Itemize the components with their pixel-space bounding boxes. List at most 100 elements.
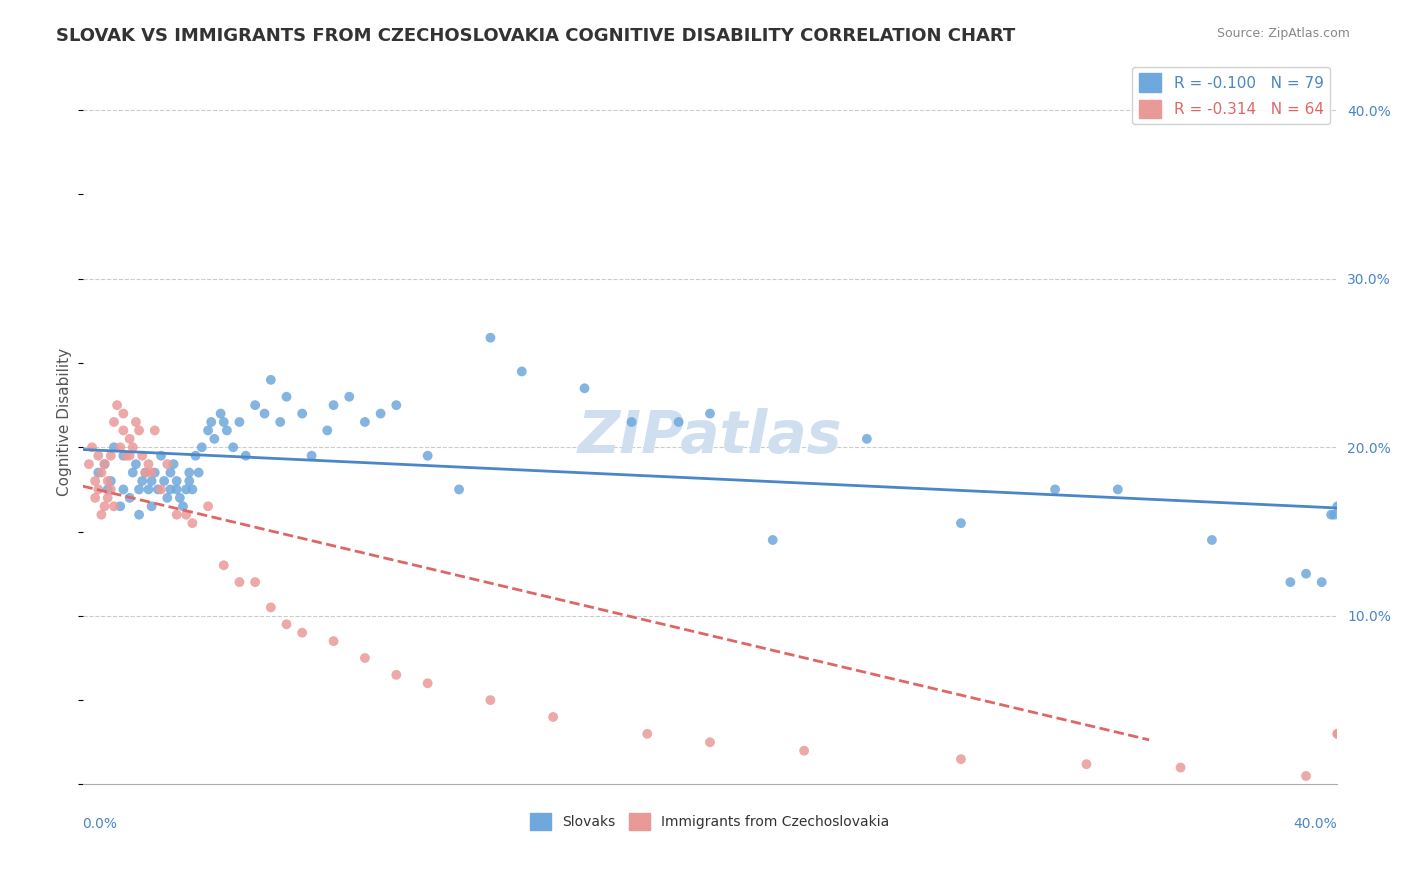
- Point: [276, 390, 298, 404]
- Point: [159, 483, 181, 497]
- Point: [115, 449, 138, 463]
- Text: Source: ZipAtlas.com: Source: ZipAtlas.com: [1216, 27, 1350, 40]
- Point: [1279, 575, 1302, 590]
- Point: [479, 693, 502, 707]
- Point: [793, 744, 815, 758]
- Point: [97, 491, 120, 505]
- Point: [385, 668, 408, 682]
- Point: [138, 483, 160, 497]
- Point: [337, 390, 360, 404]
- Point: [128, 508, 150, 522]
- Point: [87, 449, 110, 463]
- Point: [856, 432, 879, 446]
- Point: [197, 424, 219, 438]
- Point: [316, 424, 339, 438]
- Point: [385, 398, 408, 412]
- Point: [103, 500, 125, 514]
- Point: [191, 440, 214, 454]
- Point: [103, 415, 125, 429]
- Point: [100, 483, 122, 497]
- Point: [276, 617, 298, 632]
- Point: [416, 676, 439, 690]
- Point: [128, 483, 150, 497]
- Point: [228, 575, 250, 590]
- Point: [291, 407, 314, 421]
- Point: [143, 466, 166, 480]
- Point: [156, 491, 179, 505]
- Point: [416, 449, 439, 463]
- Point: [1389, 744, 1406, 758]
- Point: [105, 398, 128, 412]
- Point: [118, 449, 141, 463]
- Point: [125, 457, 148, 471]
- Point: [159, 466, 181, 480]
- Point: [1358, 735, 1381, 749]
- Point: [162, 457, 184, 471]
- Legend: Slovaks, Immigrants from Czechoslovakia: Slovaks, Immigrants from Czechoslovakia: [524, 807, 896, 836]
- Point: [668, 415, 690, 429]
- Point: [141, 466, 163, 480]
- Point: [1295, 566, 1317, 581]
- Point: [121, 440, 143, 454]
- Point: [134, 466, 156, 480]
- Point: [181, 516, 204, 530]
- Point: [322, 634, 344, 648]
- Point: [574, 381, 596, 395]
- Point: [80, 440, 103, 454]
- Point: [235, 449, 257, 463]
- Point: [97, 474, 120, 488]
- Point: [636, 727, 658, 741]
- Point: [103, 440, 125, 454]
- Point: [949, 516, 972, 530]
- Point: [370, 407, 392, 421]
- Point: [112, 449, 135, 463]
- Point: [153, 474, 176, 488]
- Text: 40.0%: 40.0%: [1294, 817, 1337, 830]
- Point: [84, 491, 107, 505]
- Point: [90, 466, 112, 480]
- Point: [134, 466, 156, 480]
- Point: [77, 457, 100, 471]
- Point: [620, 415, 643, 429]
- Point: [187, 466, 209, 480]
- Point: [156, 457, 179, 471]
- Point: [181, 483, 204, 497]
- Point: [138, 457, 160, 471]
- Point: [253, 407, 276, 421]
- Point: [1107, 483, 1129, 497]
- Point: [112, 424, 135, 438]
- Point: [100, 449, 122, 463]
- Point: [1310, 575, 1333, 590]
- Point: [949, 752, 972, 766]
- Point: [541, 710, 564, 724]
- Point: [166, 508, 188, 522]
- Point: [354, 651, 377, 665]
- Point: [260, 600, 283, 615]
- Point: [762, 533, 785, 547]
- Point: [184, 449, 207, 463]
- Point: [131, 449, 153, 463]
- Point: [118, 491, 141, 505]
- Point: [202, 432, 225, 446]
- Point: [112, 407, 135, 421]
- Point: [212, 558, 235, 573]
- Point: [243, 398, 266, 412]
- Point: [110, 440, 132, 454]
- Point: [699, 407, 721, 421]
- Point: [1201, 533, 1223, 547]
- Point: [215, 424, 238, 438]
- Point: [260, 373, 283, 387]
- Point: [172, 500, 194, 514]
- Point: [1295, 769, 1317, 783]
- Point: [143, 424, 166, 438]
- Point: [131, 474, 153, 488]
- Point: [93, 457, 115, 471]
- Point: [301, 449, 323, 463]
- Point: [209, 407, 232, 421]
- Point: [510, 364, 533, 378]
- Point: [146, 483, 169, 497]
- Point: [93, 500, 115, 514]
- Point: [169, 491, 191, 505]
- Point: [222, 440, 245, 454]
- Point: [179, 466, 201, 480]
